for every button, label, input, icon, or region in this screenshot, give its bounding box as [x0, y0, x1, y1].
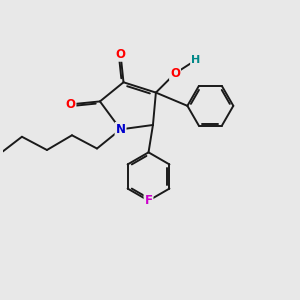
Text: O: O: [116, 48, 126, 61]
Text: F: F: [145, 194, 152, 207]
Text: N: N: [116, 123, 126, 136]
Text: H: H: [191, 55, 200, 65]
Text: O: O: [170, 67, 180, 80]
Text: O: O: [65, 98, 76, 111]
